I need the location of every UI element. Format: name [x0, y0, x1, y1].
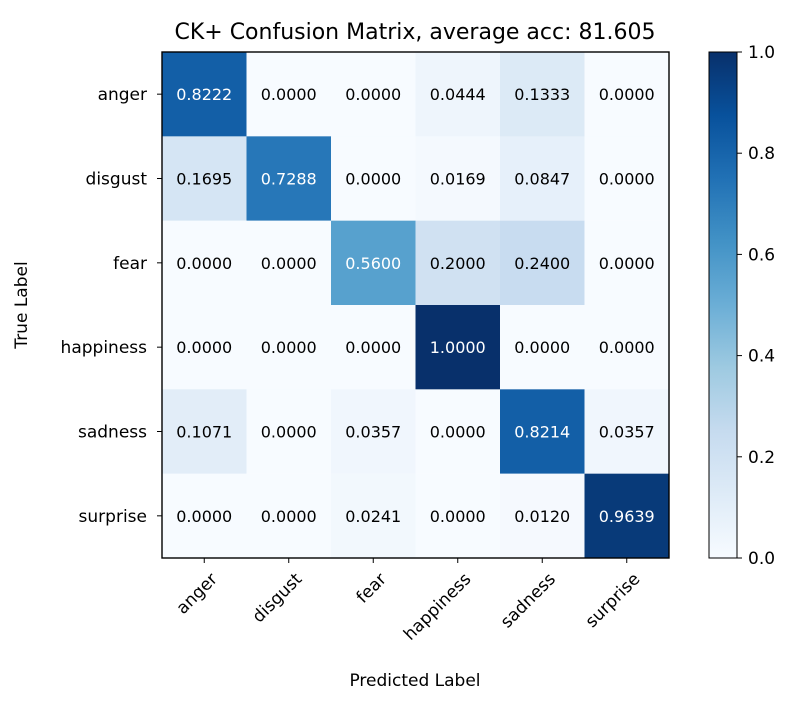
heatmap-cell-label: 0.0000 [176, 254, 232, 273]
colorbar-tick-label: 0.4 [748, 347, 775, 367]
heatmap-cell-label: 0.1333 [514, 85, 570, 104]
heatmap-cell-label: 0.0241 [345, 507, 401, 526]
heatmap-cell [415, 52, 501, 137]
y-axis-ticks: anger disgust fear happiness sadness surprise [61, 85, 162, 527]
heatmap-cell-label: 0.0357 [345, 423, 401, 442]
heatmap-cell-label: 0.0000 [345, 85, 401, 104]
heatmap-cell-label: 0.0357 [599, 423, 655, 442]
colorbar-tick-label: 0.2 [748, 448, 775, 468]
heatmap-cell-label: 0.0000 [514, 338, 570, 357]
heatmap-cell-label: 0.0120 [514, 507, 570, 526]
heatmap-cell [162, 52, 247, 137]
heatmap-cell [584, 52, 670, 137]
heatmap-cell [415, 220, 501, 306]
heatmap-cell-label: 1.0000 [430, 338, 486, 357]
heatmap-cell [331, 389, 416, 474]
heatmap-cell [246, 473, 332, 559]
heatmap-cell [246, 136, 332, 221]
colorbar-tick-label: 0.8 [748, 144, 775, 164]
heatmap-cell [584, 305, 670, 390]
heatmap-cell-label: 0.0000 [430, 423, 486, 442]
colorbar-tick-label: 0.6 [748, 245, 775, 265]
heatmap-cells: 0.8222 0.0000 0.0000 0.0444 0.1333 0.0000 0.16… [162, 52, 670, 559]
heatmap-cell [415, 136, 501, 221]
heatmap-cell [162, 305, 247, 390]
heatmap-cell [331, 136, 416, 221]
y-tick-label: disgust [86, 170, 148, 190]
heatmap-cell [331, 52, 416, 137]
y-tick-label: fear [113, 254, 147, 274]
heatmap-cell [500, 136, 585, 221]
heatmap-cell-label: 0.5600 [345, 254, 401, 273]
colorbar-gradient [709, 52, 737, 558]
heatmap-cell [584, 473, 670, 559]
heatmap-cell [162, 136, 247, 221]
heatmap-cell-label: 0.8222 [176, 85, 232, 104]
colorbar-frame [708, 51, 738, 559]
chart-title: CK+ Confusion Matrix, average acc: 81.60… [174, 20, 655, 45]
heatmap-cell-label: 0.0000 [599, 338, 655, 357]
y-tick-label: surprise [79, 507, 147, 527]
heatmap-cell-label: 0.8214 [514, 423, 570, 442]
heatmap-cell-label: 0.0000 [599, 85, 655, 104]
heatmap-cell-label: 0.0000 [430, 507, 486, 526]
heatmap-cell-label: 0.0000 [176, 338, 232, 357]
heatmap-cell [415, 389, 501, 474]
heatmap-cell-label: 0.2400 [514, 254, 570, 273]
heatmap-cell-label: 0.0000 [345, 338, 401, 357]
heatmap-cell-label: 0.0000 [261, 85, 317, 104]
heatmap-cell-label: 0.0847 [514, 170, 570, 189]
heatmap-cell-label: 0.0000 [261, 338, 317, 357]
heatmap-cell-label: 0.0000 [599, 170, 655, 189]
heatmap-cell [584, 136, 670, 221]
heatmap-cell-label: 0.0000 [261, 254, 317, 273]
y-tick-label: happiness [61, 338, 148, 358]
heatmap-cell-label: 0.7288 [261, 170, 317, 189]
heatmap-cell-label: 0.2000 [430, 254, 486, 273]
heatmap-frame [161, 51, 670, 559]
heatmap-cell-label: 0.1695 [176, 170, 232, 189]
heatmap-cell [500, 305, 585, 390]
heatmap-cell-label: 0.0169 [430, 170, 486, 189]
colorbar-tick-label: 1.0 [748, 43, 775, 63]
heatmap-cell [162, 473, 247, 559]
heatmap-cell [584, 220, 670, 306]
heatmap-cell-label: 0.0000 [261, 507, 317, 526]
heatmap-cell-label: 0.0000 [261, 423, 317, 442]
heatmap-cell [246, 305, 332, 390]
heatmap-cell [331, 473, 416, 559]
heatmap-cell-label: 0.0444 [430, 85, 486, 104]
heatmap-cell [246, 389, 332, 474]
y-tick-label: sadness [78, 423, 147, 443]
heatmap-cell [584, 389, 670, 474]
heatmap-cell-label: 0.1071 [176, 423, 232, 442]
heatmap-cell [500, 220, 585, 306]
heatmap-cell [331, 305, 416, 390]
heatmap-cell [162, 220, 247, 306]
y-axis-label: True Label [12, 261, 32, 349]
heatmap-cell [415, 473, 501, 559]
heatmap-cell [246, 220, 332, 306]
heatmap-cell [162, 389, 247, 474]
heatmap-cell-label: 0.0000 [599, 254, 655, 273]
heatmap-cell-label: 0.0000 [345, 170, 401, 189]
heatmap-cell [415, 305, 501, 390]
colorbar-ticks: 0.0 0.2 0.4 0.6 0.8 1.0 [737, 43, 775, 569]
heatmap-cell [331, 220, 416, 306]
heatmap-cell [500, 473, 585, 559]
heatmap-cell-label: 0.0000 [176, 507, 232, 526]
heatmap-cell-label: 0.9639 [599, 507, 655, 526]
colorbar-tick-label: 0.0 [748, 549, 775, 569]
x-axis-label: Predicted Label [349, 671, 480, 691]
heatmap-cell [500, 389, 585, 474]
heatmap-cell [500, 52, 585, 137]
y-tick-label: anger [98, 85, 147, 105]
heatmap-cell [246, 52, 332, 137]
